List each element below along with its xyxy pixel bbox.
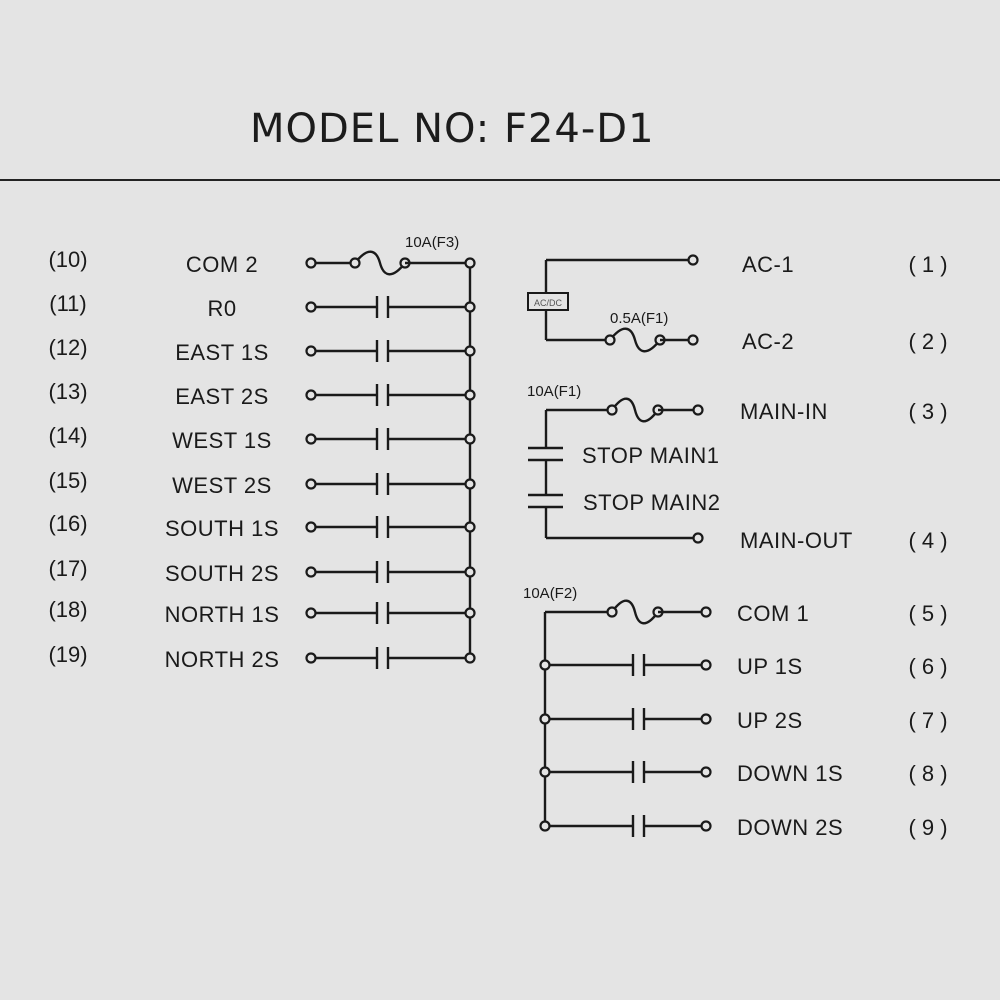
input-terminal xyxy=(305,389,317,401)
fuse-label: 0.5A(F1) xyxy=(610,310,668,327)
terminal-number: ( 3 ) xyxy=(908,399,947,424)
input-terminal xyxy=(305,521,317,533)
main-out-terminal xyxy=(692,532,704,544)
terminal-label: WEST 2S xyxy=(172,473,272,498)
fuse-symbol xyxy=(354,250,406,276)
input-terminal xyxy=(305,433,317,445)
output-terminal xyxy=(700,766,712,778)
terminal-label: AC-2 xyxy=(742,329,794,354)
fuse-symbol xyxy=(611,397,659,423)
output-terminal xyxy=(700,713,712,725)
output-terminal xyxy=(700,606,712,618)
bus-junction xyxy=(464,566,476,578)
terminal-label: WEST 1S xyxy=(172,428,272,453)
fuse-symbol xyxy=(609,327,661,353)
fuse-label: 10A(F3) xyxy=(405,234,459,251)
terminal-label: R0 xyxy=(207,296,236,321)
input-terminal xyxy=(305,301,317,313)
bus-junction xyxy=(464,389,476,401)
terminal-label: EAST 1S xyxy=(175,340,269,365)
terminal-label: AC-1 xyxy=(742,252,794,277)
bus-junction xyxy=(539,766,551,778)
terminal-number: (13) xyxy=(48,379,87,404)
input-terminal xyxy=(305,345,317,357)
terminal-number: ( 8 ) xyxy=(908,761,947,786)
bus-junction xyxy=(464,257,476,269)
fuse-terminal xyxy=(604,334,616,346)
bus-junction xyxy=(464,345,476,357)
terminal-label: NORTH 2S xyxy=(165,647,280,672)
input-terminal xyxy=(305,478,317,490)
fuse-terminal xyxy=(349,257,361,269)
terminal-label: SOUTH 1S xyxy=(165,516,279,541)
terminal-number: (18) xyxy=(48,597,87,622)
bus-junction xyxy=(464,607,476,619)
terminal-label: DOWN 1S xyxy=(737,761,843,786)
terminal-number: (10) xyxy=(48,247,87,272)
input-terminal xyxy=(305,652,317,664)
terminal-label: NORTH 1S xyxy=(165,602,280,627)
terminal-number: ( 1 ) xyxy=(908,252,947,277)
terminal-label: COM 2 xyxy=(186,252,258,277)
fuse-terminal xyxy=(606,606,618,618)
fuse-label: 10A(F1) xyxy=(527,383,581,400)
ac2-terminal xyxy=(687,334,699,346)
terminal-number: (16) xyxy=(48,511,87,536)
output-terminal xyxy=(700,820,712,832)
terminal-number: ( 4 ) xyxy=(908,528,947,553)
terminal-number: ( 9 ) xyxy=(908,815,947,840)
terminal-number: (11) xyxy=(49,291,87,316)
terminal-label: UP 1S xyxy=(737,654,803,679)
terminal-label: DOWN 2S xyxy=(737,815,843,840)
terminal-label: MAIN-OUT xyxy=(740,528,853,553)
stop-main2-label: STOP MAIN2 xyxy=(583,490,720,515)
terminal-number: (12) xyxy=(48,335,87,360)
bus-junction xyxy=(539,713,551,725)
terminal-number: (19) xyxy=(48,642,87,667)
stop-main1-label: STOP MAIN1 xyxy=(582,443,719,468)
model-title: MODEL NO: F24-D1 xyxy=(250,106,655,152)
terminal-label: EAST 2S xyxy=(175,384,269,409)
terminal-number: ( 6 ) xyxy=(908,654,947,679)
bus-junction xyxy=(539,820,551,832)
terminal-number: (14) xyxy=(48,423,87,448)
terminal-number: ( 7 ) xyxy=(908,708,947,733)
fuse-terminal xyxy=(606,404,618,416)
psu-box xyxy=(527,292,569,311)
terminal-number: (17) xyxy=(48,556,87,581)
bus-junction xyxy=(539,659,551,671)
terminal-label: COM 1 xyxy=(737,601,809,626)
psu-label: AC/DC xyxy=(534,298,563,308)
terminal-number: (15) xyxy=(48,468,87,493)
ac1-terminal xyxy=(687,254,699,266)
terminal-label: SOUTH 2S xyxy=(165,561,279,586)
bus-junction xyxy=(464,652,476,664)
bus-junction xyxy=(464,301,476,313)
input-terminal xyxy=(305,607,317,619)
fuse-label: 10A(F2) xyxy=(523,585,577,602)
terminal-label: MAIN-IN xyxy=(740,399,828,424)
bus-junction xyxy=(464,433,476,445)
output-terminal xyxy=(700,659,712,671)
terminal-number: ( 2 ) xyxy=(908,329,947,354)
fuse-symbol xyxy=(611,599,659,625)
terminal-label: UP 2S xyxy=(737,708,803,733)
input-terminal xyxy=(305,257,317,269)
bus-junction xyxy=(464,478,476,490)
main-in-terminal xyxy=(692,404,704,416)
terminal-number: ( 5 ) xyxy=(908,601,947,626)
bus-junction xyxy=(464,521,476,533)
input-terminal xyxy=(305,566,317,578)
